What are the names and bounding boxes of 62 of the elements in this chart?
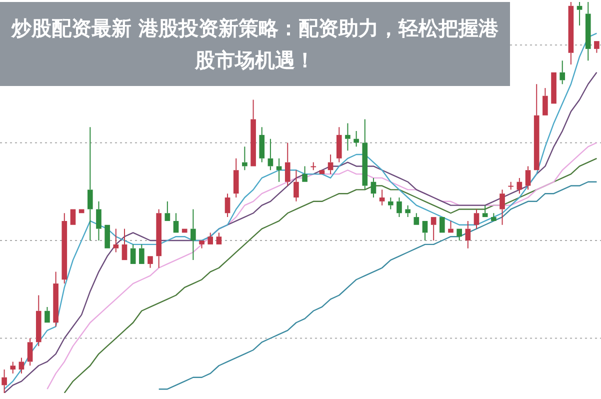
candlestick — [156, 208, 162, 268]
candlestick — [10, 361, 16, 374]
candlestick — [456, 228, 462, 242]
candlestick — [148, 256, 153, 268]
candlestick — [27, 338, 33, 366]
candlestick — [465, 220, 471, 249]
candlestick — [242, 146, 248, 171]
candlestick — [516, 177, 522, 194]
candlestick — [500, 189, 505, 226]
candlestick — [354, 130, 359, 148]
candlestick — [422, 220, 428, 242]
text: 炒股配资最新 港股投资新策略：配资助力，轻松把握港股市场机遇！ — [10, 15, 500, 74]
candlestick — [276, 158, 282, 182]
candlestick — [87, 126, 93, 242]
candlestick — [18, 357, 24, 374]
candlestick — [448, 220, 454, 233]
candlestick — [259, 126, 265, 163]
candlestick — [525, 166, 531, 190]
candlestick — [482, 204, 488, 218]
candlestick — [534, 84, 540, 170]
candlestick — [284, 142, 290, 186]
candlestick — [233, 158, 239, 198]
candlestick — [405, 204, 410, 218]
candlestick — [190, 208, 196, 261]
candlestick — [560, 60, 566, 85]
candlestick — [44, 306, 50, 323]
candlestick — [388, 197, 394, 210]
candlestick — [36, 294, 42, 347]
candlestick — [362, 118, 368, 190]
candlestick — [379, 189, 385, 206]
candlestick — [208, 232, 214, 244]
candlestick — [345, 122, 350, 152]
candlestick — [62, 212, 68, 284]
candlestick — [396, 197, 402, 218]
candlestick — [113, 228, 119, 253]
candlestick — [576, 2, 582, 26]
candlestick — [370, 177, 376, 198]
candlestick — [328, 154, 334, 175]
candlestick — [414, 212, 420, 225]
candlestick — [491, 212, 496, 221]
candlestick — [216, 232, 222, 244]
candlestick — [594, 41, 600, 54]
candlestick — [336, 126, 342, 163]
candlestick — [2, 369, 7, 394]
candlestick — [302, 166, 308, 182]
candlestick — [585, 2, 591, 62]
candlestick — [430, 217, 436, 242]
candlestick — [250, 99, 256, 166]
candlestick — [139, 244, 144, 264]
candlestick — [542, 88, 548, 116]
candlestick — [53, 271, 58, 328]
candlestick — [199, 240, 204, 249]
candlestick — [474, 208, 480, 230]
candlestick — [173, 212, 179, 233]
candlestick — [122, 228, 128, 260]
candlestick — [294, 170, 299, 202]
candlestick — [164, 200, 170, 221]
candlestick — [96, 200, 102, 242]
candlestick — [130, 244, 136, 264]
candlestick — [268, 138, 274, 171]
candlestick — [224, 193, 230, 218]
candlestick — [568, 2, 574, 66]
